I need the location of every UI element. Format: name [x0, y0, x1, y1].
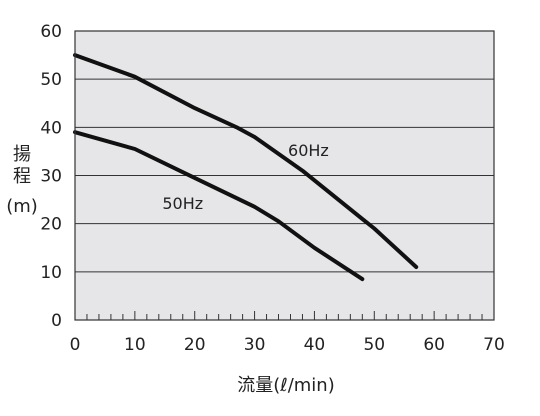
- series-label-60hz: 60Hz: [288, 141, 329, 160]
- y-tick-label: 60: [40, 22, 62, 42]
- y-axis-title-line: 程: [13, 166, 31, 187]
- x-tick-label: 70: [483, 335, 505, 355]
- y-tick-label: 50: [40, 70, 62, 90]
- series-labels: 60Hz 50Hz: [162, 141, 328, 213]
- series-line-50hz: [73, 130, 365, 282]
- y-tick-label: 10: [40, 263, 62, 283]
- x-tick-label: 0: [70, 335, 81, 355]
- series-line-60hz: [73, 53, 419, 269]
- y-tick-label: 40: [40, 118, 62, 138]
- x-tick-label: 20: [184, 335, 206, 355]
- y-axis-title-line: (m): [6, 196, 38, 217]
- plot-frame: [74, 30, 495, 321]
- y-tick-labels: 0 10 20 30 40 50 60: [40, 22, 62, 331]
- y-tick-label: 30: [40, 167, 62, 187]
- y-tick-label: 20: [40, 215, 62, 235]
- x-tick-labels: 0 10 20 30 40 50 60 70: [70, 335, 505, 355]
- x-tick-label: 30: [244, 335, 266, 355]
- x-tick-label: 60: [423, 335, 445, 355]
- x-axis-title: 流量(ℓ/min): [237, 375, 335, 396]
- series-lines: [73, 53, 419, 282]
- y-axis-title-line: 揚: [13, 144, 31, 165]
- series-label-50hz: 50Hz: [162, 194, 203, 213]
- x-tick-label: 10: [124, 335, 146, 355]
- x-minor-ticks: [74, 311, 495, 320]
- y-axis-title: 揚程 (m): [6, 144, 38, 217]
- y-tick-label: 0: [51, 311, 62, 331]
- x-tick-label: 50: [363, 335, 385, 355]
- x-tick-label: 40: [304, 335, 326, 355]
